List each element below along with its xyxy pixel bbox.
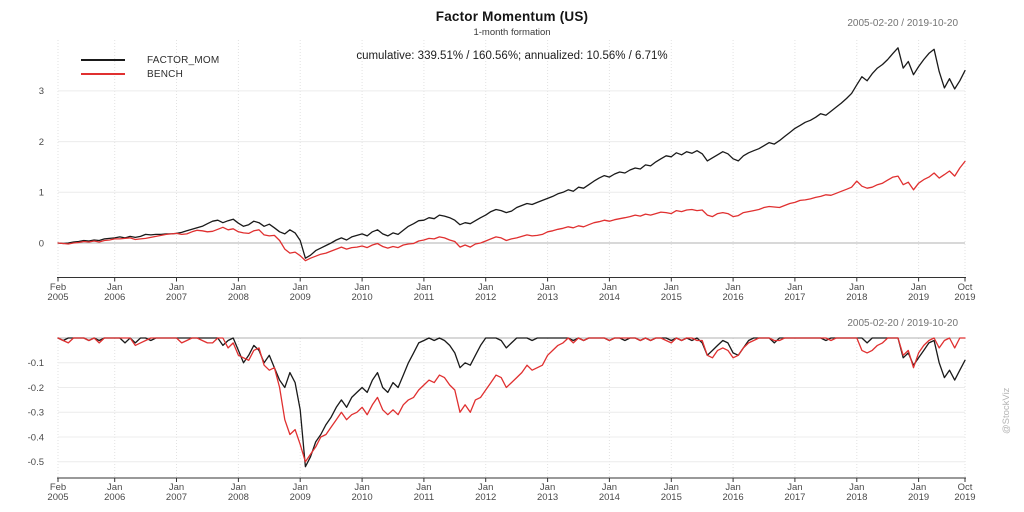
panel2-x-tick-month: Jan <box>602 482 617 493</box>
panel1-x-tick-month: Jan <box>602 282 617 293</box>
legend-label-factor-mom: FACTOR_MOM <box>147 54 220 66</box>
panel2-y-tick-label: -0.4 <box>28 432 44 443</box>
panel2-x-tick-month: Oct <box>958 482 973 493</box>
panel1-y-tick-label: 1 <box>39 188 44 199</box>
panel2-x-tick-year: 2019 <box>908 492 929 503</box>
watermark: @StockViz <box>1001 387 1012 434</box>
panel1-x-tick-month: Jan <box>787 282 802 293</box>
panel1-x-tick-year: 2005 <box>47 292 68 303</box>
panel1-x-tick-month: Jan <box>231 282 246 293</box>
panel1-series-bench <box>57 160 966 262</box>
panel2-x-tick-year: 2007 <box>166 492 187 503</box>
factor-mom-line-swatch <box>81 59 125 61</box>
panel2-x-tick-year: 2009 <box>290 492 311 503</box>
panel2-x-tick-year: 2012 <box>475 492 496 503</box>
panel1-x-tick-year: 2008 <box>228 292 249 303</box>
panel2-y-tick-label: -0.3 <box>28 408 44 419</box>
panel1-x-tick-year: 2006 <box>104 292 125 303</box>
panel2-x-tick-year: 2008 <box>228 492 249 503</box>
panel2-x-tick-month: Jan <box>787 482 802 493</box>
panel1-x-tick-year: 2007 <box>166 292 187 303</box>
panel1-x-tick-year: 2009 <box>290 292 311 303</box>
panel1-x-tick-year: 2011 <box>414 292 434 303</box>
panel1-x-tick-month: Jan <box>169 282 184 293</box>
panel2-x-tick-year: 2006 <box>104 492 125 503</box>
panel1-x-tick-year: 2015 <box>661 292 682 303</box>
panel1-x-tick-month: Jan <box>416 282 431 293</box>
panel2-x-tick-month: Jan <box>169 482 184 493</box>
panel1-x-tick-month: Oct <box>958 282 973 293</box>
panel1-date-range: 2005-02-20 / 2019-10-20 <box>847 18 958 29</box>
panel2-y-tick-label: -0.5 <box>28 457 44 468</box>
panel2-x-tick-year: 2011 <box>414 492 434 503</box>
panel2-x-tick-month: Jan <box>293 482 308 493</box>
panel2-x-tick-year: 2013 <box>537 492 558 503</box>
panel2-x-tick-month: Jan <box>849 482 864 493</box>
panel1-x-tick-month: Jan <box>293 282 308 293</box>
panel1-y-tick-label: 2 <box>39 137 44 148</box>
panel1-x-tick-month: Jan <box>478 282 493 293</box>
panel2-x-tick-month: Jan <box>478 482 493 493</box>
panel2-x-tick-year: 2010 <box>352 492 373 503</box>
panel1-x-tick-month: Jan <box>664 282 679 293</box>
panel2-x-tick-month: Jan <box>540 482 555 493</box>
legend: FACTOR_MOM BENCH <box>81 53 219 81</box>
panel1-series-factor_mom <box>57 47 966 259</box>
bench-line-swatch <box>81 73 125 75</box>
panel1-y-tick-label: 0 <box>39 238 44 249</box>
panel1-x-tick-year: 2010 <box>352 292 373 303</box>
panel1-x-tick-month: Jan <box>354 282 369 293</box>
panel2-y-tick-label: -0.2 <box>28 383 44 394</box>
panel1-x-tick-year: 2018 <box>846 292 867 303</box>
panel2-x-tick-month: Jan <box>725 482 740 493</box>
panel1-x-tick-year: 2013 <box>537 292 558 303</box>
panel2-date-range: 2005-02-20 / 2019-10-20 <box>847 318 958 329</box>
panel1-x-tick-year: 2019 <box>908 292 929 303</box>
panel1-y-tick-label: 3 <box>39 86 44 97</box>
panel2-x-tick-year: 2005 <box>47 492 68 503</box>
panel1-x-tick-month: Jan <box>107 282 122 293</box>
page-subtitle: 1-month formation <box>473 27 551 38</box>
panel2-x-tick-month: Jan <box>231 482 246 493</box>
panel1-x-tick-year: 2016 <box>723 292 744 303</box>
stats-annotation: cumulative: 339.51% / 160.56%; annualize… <box>356 50 668 62</box>
panel2-x-tick-year: 2018 <box>846 492 867 503</box>
legend-label-bench: BENCH <box>147 68 184 80</box>
panel2-x-tick-month: Jan <box>354 482 369 493</box>
panel2-x-tick-year: 2014 <box>599 492 620 503</box>
panel2-series-factor_mom <box>57 337 966 468</box>
panel2-x-tick-month: Feb <box>50 482 66 493</box>
panel1-x-tick-year: 2014 <box>599 292 620 303</box>
panel2-x-tick-year: 2019 <box>954 492 975 503</box>
panel2-y-tick-label: -0.1 <box>28 358 44 369</box>
panel1-x-tick-month: Jan <box>911 282 926 293</box>
panel1-x-tick-month: Jan <box>540 282 555 293</box>
panel1-x-tick-month: Jan <box>725 282 740 293</box>
panel2-x-tick-month: Jan <box>911 482 926 493</box>
panel2-x-tick-year: 2016 <box>723 492 744 503</box>
panel2-x-tick-month: Jan <box>107 482 122 493</box>
page-title: Factor Momentum (US) <box>435 9 589 24</box>
panel1-x-tick-year: 2017 <box>784 292 805 303</box>
panel1-x-tick-year: 2019 <box>954 292 975 303</box>
legend-item-bench: BENCH <box>81 67 219 81</box>
panel2-x-tick-month: Jan <box>664 482 679 493</box>
panel1-x-tick-month: Feb <box>50 282 66 293</box>
panel2-x-tick-month: Jan <box>416 482 431 493</box>
panel2-x-tick-year: 2017 <box>784 492 805 503</box>
panel2-x-tick-year: 2015 <box>661 492 682 503</box>
panel1-x-tick-year: 2012 <box>475 292 496 303</box>
panel1-x-tick-month: Jan <box>849 282 864 293</box>
legend-item-factor-mom: FACTOR_MOM <box>81 53 219 67</box>
panel2-series-bench <box>57 337 966 463</box>
